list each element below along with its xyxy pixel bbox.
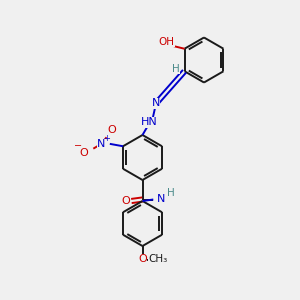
Text: H: H <box>172 64 180 74</box>
Text: HN: HN <box>141 117 158 128</box>
Text: O: O <box>107 125 116 135</box>
Text: N: N <box>157 194 165 205</box>
Text: +: + <box>103 134 110 143</box>
Text: CH₃: CH₃ <box>148 254 168 265</box>
Text: N: N <box>97 139 106 149</box>
Text: H: H <box>167 188 174 198</box>
Text: O: O <box>138 254 147 265</box>
Text: O: O <box>79 148 88 158</box>
Text: O: O <box>121 196 130 206</box>
Text: OH: OH <box>158 37 175 47</box>
Text: −: − <box>74 141 83 151</box>
Text: N: N <box>152 98 160 109</box>
